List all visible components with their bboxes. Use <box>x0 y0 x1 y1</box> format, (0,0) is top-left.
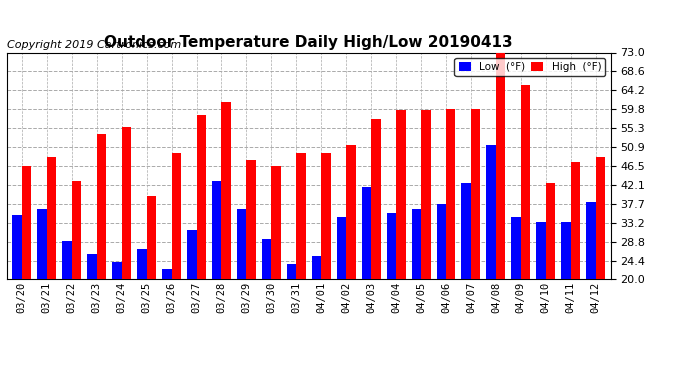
Bar <box>271 166 281 279</box>
Bar <box>312 256 322 279</box>
Bar <box>346 144 355 279</box>
Bar <box>262 239 271 279</box>
Bar <box>12 215 22 279</box>
Bar <box>462 183 471 279</box>
Bar <box>586 202 595 279</box>
Bar <box>486 144 496 279</box>
Bar <box>172 153 181 279</box>
Bar <box>246 159 256 279</box>
Bar <box>362 188 371 279</box>
Bar <box>396 110 406 279</box>
Bar <box>62 241 72 279</box>
Text: Copyright 2019 Cartronics.com: Copyright 2019 Cartronics.com <box>7 40 181 50</box>
Bar <box>536 222 546 279</box>
Bar <box>561 222 571 279</box>
Bar <box>411 209 421 279</box>
Bar <box>496 53 505 279</box>
Bar <box>112 262 121 279</box>
Bar <box>546 183 555 279</box>
Bar <box>287 264 296 279</box>
Bar <box>511 217 521 279</box>
Bar <box>137 249 146 279</box>
Bar <box>187 230 197 279</box>
Bar <box>162 268 172 279</box>
Bar <box>146 196 156 279</box>
Bar <box>386 213 396 279</box>
Bar <box>337 217 346 279</box>
Legend: Low  (°F), High  (°F): Low (°F), High (°F) <box>455 58 605 76</box>
Bar <box>595 158 605 279</box>
Bar <box>37 209 47 279</box>
Bar <box>471 109 480 279</box>
Bar <box>121 128 131 279</box>
Bar <box>421 110 431 279</box>
Bar <box>237 209 246 279</box>
Bar <box>521 85 531 279</box>
Bar <box>72 181 81 279</box>
Bar <box>371 119 381 279</box>
Bar <box>437 204 446 279</box>
Bar <box>47 158 57 279</box>
Bar <box>221 102 231 279</box>
Bar <box>87 254 97 279</box>
Bar <box>322 153 331 279</box>
Bar <box>212 181 221 279</box>
Bar <box>571 162 580 279</box>
Title: Outdoor Temperature Daily High/Low 20190413: Outdoor Temperature Daily High/Low 20190… <box>104 35 513 50</box>
Bar <box>446 109 455 279</box>
Bar <box>97 134 106 279</box>
Bar <box>22 166 31 279</box>
Bar <box>197 115 206 279</box>
Bar <box>296 153 306 279</box>
